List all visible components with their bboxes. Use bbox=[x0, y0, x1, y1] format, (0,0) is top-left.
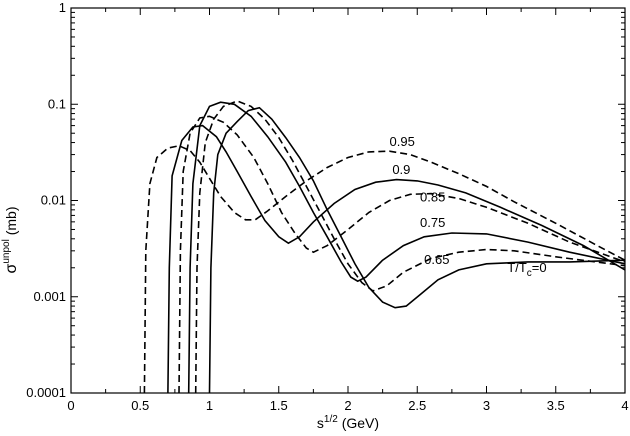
x-tick-label: 0 bbox=[67, 398, 74, 413]
x-axis-title: s1/2 (GeV) bbox=[317, 414, 379, 431]
series-curve bbox=[208, 106, 626, 394]
curve-group bbox=[143, 100, 626, 394]
y-tick-label: 0.0001 bbox=[26, 385, 66, 400]
y-axis-ticks: 0.0001 0.001 0.01 0.1 1 bbox=[26, 0, 625, 400]
series-label: 0.9 bbox=[392, 162, 410, 177]
x-tick-label: 1.5 bbox=[270, 398, 288, 413]
x-tick-label: 2 bbox=[344, 398, 351, 413]
x-axis-title-unit: (GeV) bbox=[338, 415, 379, 431]
x-axis-ticks: 0 0.5 1 1.5 2 2.5 3 3.5 4 bbox=[67, 8, 629, 413]
y-tick-label: 0.01 bbox=[41, 193, 66, 208]
y-tick-label: 0.001 bbox=[33, 289, 66, 304]
series-label: 0.95 bbox=[390, 134, 415, 149]
x-tick-label: 0.5 bbox=[131, 398, 149, 413]
plot-frame bbox=[70, 7, 626, 394]
series-curve bbox=[194, 100, 626, 394]
x-axis-title-base: s bbox=[317, 415, 324, 431]
series-label: 0.85 bbox=[420, 189, 445, 204]
series-curve bbox=[178, 115, 626, 394]
y-axis-title: σunpol (mb) bbox=[1, 206, 20, 273]
series-curve bbox=[187, 101, 626, 394]
series-label: T/Tc=0 bbox=[507, 260, 546, 279]
y-tick-label: 1 bbox=[59, 0, 66, 15]
x-axis-title-sup: 1/2 bbox=[324, 414, 338, 425]
series-label: 0.65 bbox=[424, 252, 449, 267]
x-tick-label: 3.5 bbox=[547, 398, 565, 413]
series-curve bbox=[167, 124, 626, 394]
x-tick-label: 1 bbox=[206, 398, 213, 413]
y-axis-title-base: σ bbox=[3, 264, 20, 274]
series-curve bbox=[143, 144, 626, 394]
y-axis-title-sup: unpol bbox=[1, 239, 12, 263]
curve-label-group: T/Tc=0 0.65 0.75 0.85 0.9 0.95 bbox=[390, 134, 547, 279]
series-label: 0.75 bbox=[420, 215, 445, 230]
x-tick-label: 4 bbox=[621, 398, 628, 413]
y-tick-label: 0.1 bbox=[48, 96, 66, 111]
x-tick-label: 2.5 bbox=[408, 398, 426, 413]
x-tick-label: 3 bbox=[483, 398, 490, 413]
y-axis-title-unit: (mb) bbox=[3, 206, 19, 239]
